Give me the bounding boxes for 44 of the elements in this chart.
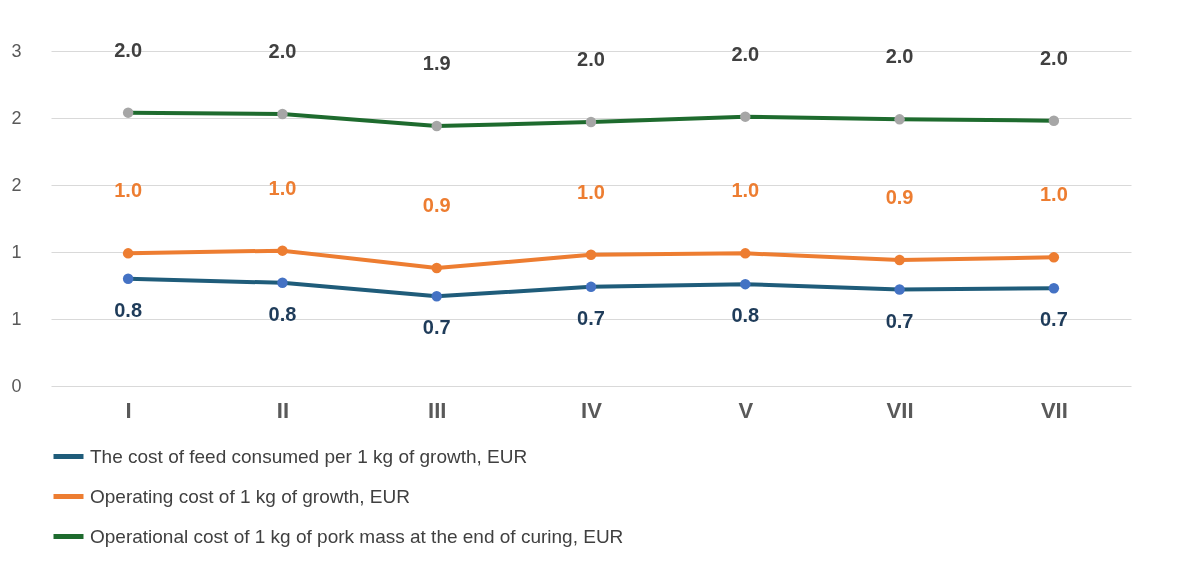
point — [1048, 252, 1060, 263]
data-label: 0.7 — [577, 306, 605, 329]
point — [740, 248, 751, 259]
point — [894, 254, 905, 266]
data-label: 0.9 — [885, 186, 914, 209]
data-label: 0.9 — [422, 194, 451, 217]
data-label: 2.0 — [1039, 46, 1068, 69]
data-label: 2.0 — [268, 39, 297, 62]
x-tick-label: VII — [1040, 397, 1068, 423]
point — [585, 249, 597, 260]
x-tick-label: VII — [886, 397, 914, 423]
y-tick-label: 3 — [11, 40, 22, 61]
data-label: 2.0 — [885, 45, 914, 68]
data-label: 1.0 — [114, 179, 143, 202]
y-tick-label: 2 — [11, 174, 22, 195]
data-label: 1.0 — [268, 176, 297, 199]
data-label: 1.0 — [577, 180, 605, 203]
y-tick-label: 2 — [11, 107, 22, 128]
legend-label: Operating cost of 1 kg of growth, EUR — [90, 485, 410, 507]
data-label: 1.9 — [422, 52, 451, 75]
data-label: 0.8 — [731, 304, 760, 327]
data-label: 0.7 — [885, 309, 914, 332]
data-label: 0.8 — [114, 298, 143, 321]
data-label: 0.8 — [268, 302, 297, 325]
y-tick-label: 1 — [11, 241, 22, 262]
legend-label: The cost of feed consumed per 1 kg of growth, EUR — [90, 445, 528, 467]
data-label: 2.0 — [114, 38, 143, 61]
point — [122, 248, 134, 259]
x-tick-label: III — [428, 397, 447, 423]
x-tick-label: V — [738, 397, 754, 423]
data-label: 0.7 — [422, 316, 451, 339]
point — [431, 262, 442, 274]
data-label: 2.0 — [731, 42, 760, 65]
y-tick-label: 1 — [11, 308, 22, 329]
point — [277, 245, 288, 256]
x-tick-label: II — [276, 397, 290, 423]
data-label: 1.0 — [1039, 183, 1068, 206]
y-tick-label: 0 — [11, 375, 22, 396]
legend-label: Operational cost of 1 kg of pork mass at the end of curing, EUR — [90, 525, 624, 547]
x-tick-label: IV — [581, 397, 603, 423]
data-label: 1.0 — [731, 179, 760, 202]
data-label: 2.0 — [577, 48, 605, 71]
x-tick-label: I — [125, 397, 132, 423]
data-label: 0.7 — [1039, 308, 1068, 331]
